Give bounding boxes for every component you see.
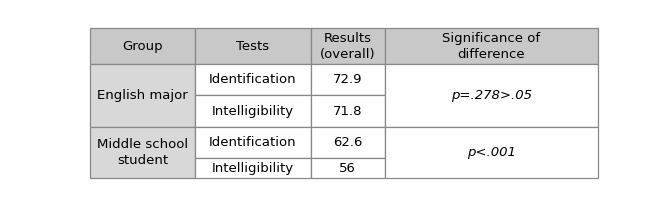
Bar [195, 127, 311, 159]
Bar [311, 28, 384, 64]
Bar [384, 28, 598, 64]
Text: 56: 56 [340, 162, 356, 175]
Text: 62.6: 62.6 [333, 136, 362, 149]
Bar [311, 64, 384, 95]
Text: Intelligibility: Intelligibility [212, 162, 294, 175]
Bar [195, 159, 311, 178]
Bar [311, 159, 384, 178]
Bar [311, 127, 384, 159]
Bar [195, 95, 311, 127]
Bar [90, 127, 195, 178]
Bar [90, 64, 195, 127]
Text: 72.9: 72.9 [333, 73, 362, 86]
Bar [90, 28, 195, 64]
Text: p=.278>.05: p=.278>.05 [451, 89, 531, 102]
Bar [311, 95, 384, 127]
Text: Group: Group [122, 40, 162, 53]
Bar [195, 64, 311, 95]
Text: English major: English major [97, 89, 188, 102]
Text: p<.001: p<.001 [467, 146, 515, 159]
Bar [384, 64, 598, 127]
Text: Tests: Tests [236, 40, 269, 53]
Text: Identification: Identification [209, 73, 297, 86]
Text: Identification: Identification [209, 136, 297, 149]
Text: Significance of
difference: Significance of difference [442, 32, 540, 61]
Bar [384, 127, 598, 178]
Text: Intelligibility: Intelligibility [212, 105, 294, 118]
Text: Middle school
student: Middle school student [97, 138, 188, 167]
Bar [195, 28, 311, 64]
Text: Results
(overall): Results (overall) [320, 32, 376, 61]
Text: 71.8: 71.8 [333, 105, 362, 118]
